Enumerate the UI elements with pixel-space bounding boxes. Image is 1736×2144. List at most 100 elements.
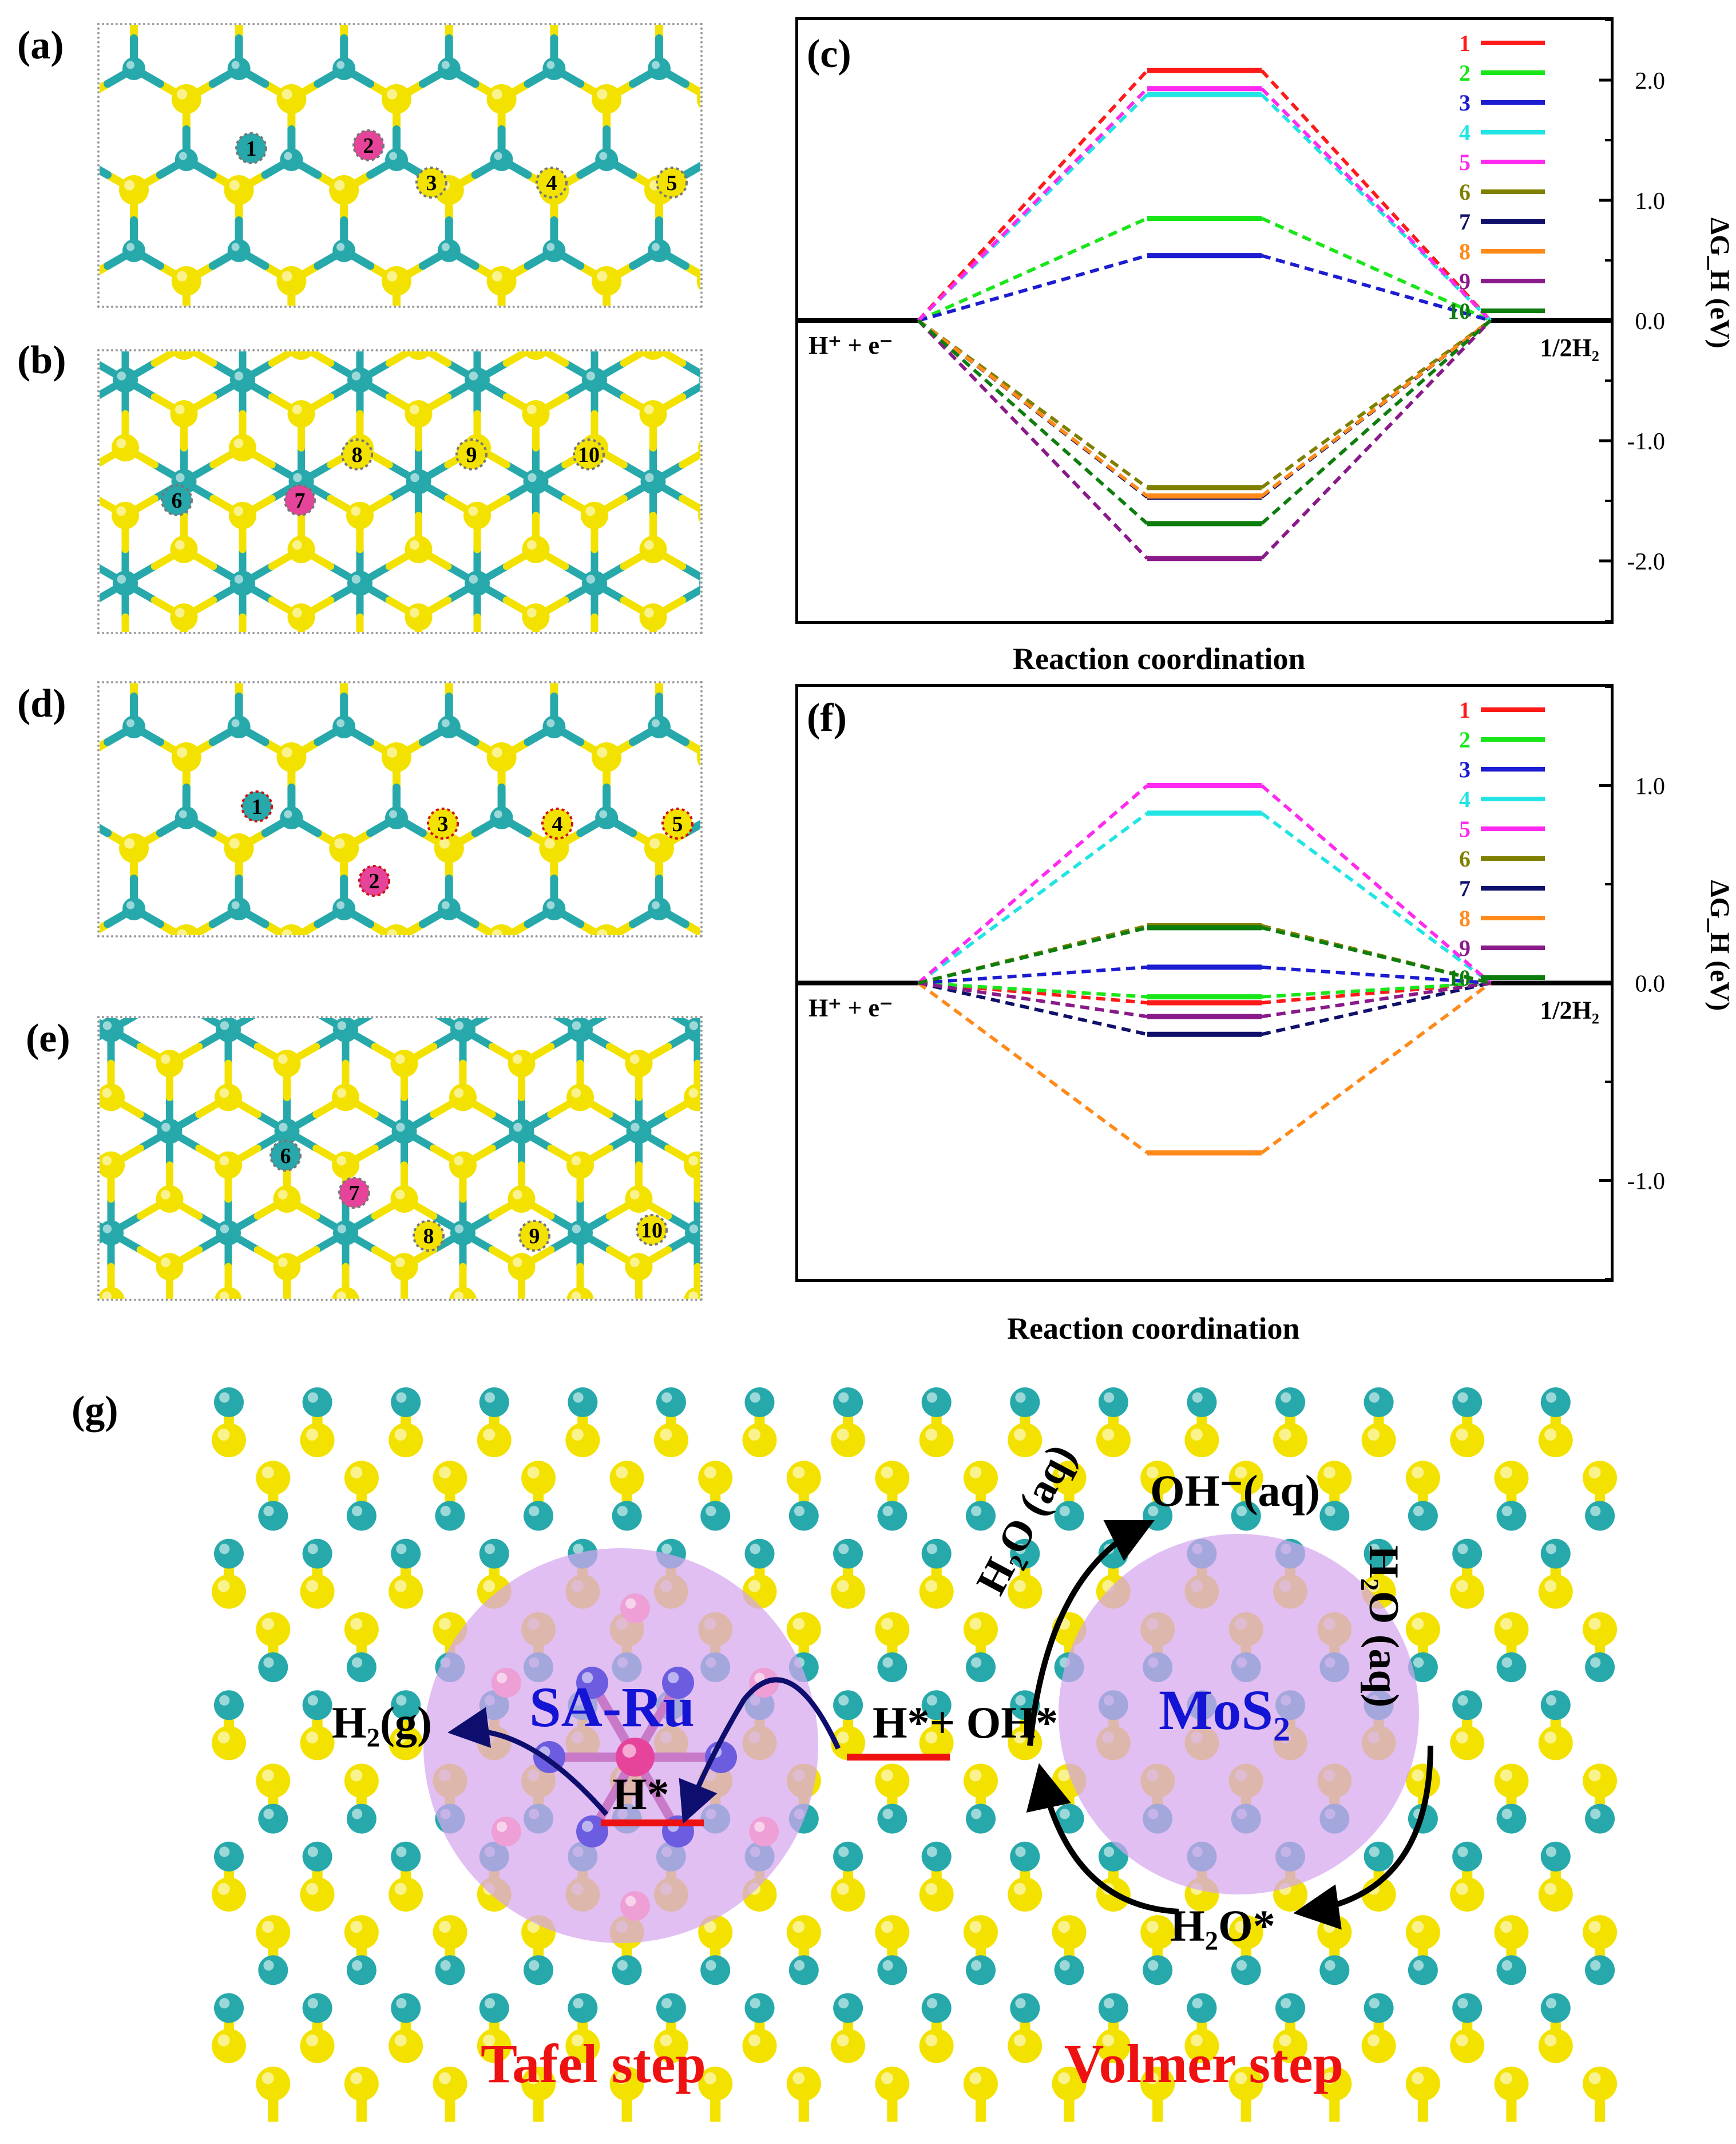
molybdenum-atom — [1408, 1652, 1438, 1683]
structure-a-svg: 1 2 3 4 5 — [100, 25, 700, 306]
series-3 — [918, 964, 1491, 985]
molybdenum-atom — [1585, 1652, 1615, 1683]
sulfur-atom — [1008, 1574, 1043, 1609]
molybdenum-atom — [230, 367, 255, 393]
series-1-rise — [917, 69, 1149, 322]
molybdenum-atom — [1231, 1955, 1261, 1985]
bond — [620, 351, 652, 367]
sulfur-atom — [696, 89, 700, 109]
sulfur-atom — [382, 924, 411, 935]
bond — [681, 161, 700, 179]
molybdenum-atom — [1452, 1538, 1483, 1569]
panel-label-c: (c) — [807, 32, 851, 76]
molybdenum-atom — [833, 1993, 863, 2023]
sulfur-atom — [390, 1050, 418, 1078]
bond — [679, 359, 700, 378]
sulfur-atom — [875, 1915, 910, 1950]
sulfur-atom — [381, 266, 411, 296]
sulfur-atom — [389, 1877, 423, 1912]
sulfur-atom — [1494, 1763, 1529, 1798]
sulfur-atom — [119, 833, 149, 863]
site-label: 4 — [546, 171, 557, 195]
sulfur-atom — [508, 1253, 536, 1281]
sulfur-atom — [919, 1423, 954, 1458]
site-marker-10: 10 — [636, 1214, 668, 1246]
molybdenum-atom — [744, 1387, 775, 1417]
ru-shell-atom — [620, 1891, 650, 1921]
sulfur-atom — [963, 1612, 998, 1647]
sulfur-atom — [1052, 1461, 1087, 1496]
sulfur-atom — [287, 400, 315, 428]
molybdenum-atom — [1540, 1993, 1571, 2023]
sa-ru-label: SA-Ru — [529, 1675, 695, 1739]
sulfur-atom — [434, 833, 464, 863]
series-9-rise — [917, 319, 1149, 560]
sulfur-atom — [566, 1083, 594, 1111]
sulfur-atom — [288, 351, 314, 360]
sulfur-atom — [277, 924, 306, 935]
molybdenum-atom — [921, 1690, 952, 1720]
sulfur-atom — [522, 400, 550, 428]
molybdenum-atom — [479, 1993, 509, 2023]
molybdenum-atom — [640, 469, 666, 495]
start-state-label: H⁺ + e⁻ — [808, 331, 893, 359]
molybdenum-atom — [1540, 1690, 1571, 1720]
series-8-rise — [917, 982, 1148, 1154]
sulfur-atom — [508, 1050, 536, 1078]
sulfur-atom — [215, 1083, 242, 1111]
molybdenum-atom — [595, 148, 619, 171]
series-10-fall — [1261, 319, 1492, 525]
sulfur-atom — [276, 266, 307, 296]
bond — [681, 920, 700, 935]
bond — [185, 351, 217, 367]
sulfur-atom — [1317, 2066, 1352, 2101]
start-state-label: H⁺ + e⁻ — [808, 994, 893, 1022]
molybdenum-atom — [833, 1538, 863, 1569]
molybdenum-atom — [582, 367, 607, 393]
molybdenum-atom — [877, 1955, 907, 1985]
sulfur-atom — [625, 1185, 653, 1213]
sulfur-atom — [565, 1423, 600, 1458]
molybdenum-atom — [1452, 1993, 1483, 2023]
sulfur-atom — [625, 1050, 653, 1078]
sulfur-atom — [156, 1050, 184, 1078]
bond — [366, 920, 398, 935]
molybdenum-atom — [788, 1955, 819, 1985]
sulfur-atom — [963, 2066, 998, 2101]
molybdenum-atom — [1231, 1501, 1261, 1531]
molybdenum-atom — [1540, 1538, 1571, 1569]
sulfur-atom — [698, 2066, 733, 2101]
molybdenum-atom — [877, 1501, 907, 1531]
molybdenum-atom — [450, 1018, 475, 1042]
ylabel: ΔG_H (eV) — [1705, 217, 1735, 349]
sulfur-atom — [344, 1612, 379, 1647]
sulfur-atom — [640, 351, 666, 360]
molybdenum-atom — [524, 1501, 554, 1531]
sulfur-atom — [786, 2066, 821, 2101]
sulfur-atom — [786, 1612, 821, 1647]
series-9 — [918, 981, 1491, 1019]
legend-label-6: 6 — [1459, 179, 1471, 205]
site-label: 3 — [426, 171, 437, 195]
molybdenum-atom — [1496, 1652, 1527, 1683]
structure-panel-a: 1 2 3 4 5 — [97, 23, 703, 308]
series-6-fall — [1261, 319, 1492, 489]
bond — [537, 351, 569, 367]
series-4 — [917, 92, 1492, 322]
bond — [268, 351, 300, 367]
bond — [303, 351, 335, 367]
molybdenum-atom — [346, 1803, 376, 1834]
sulfur-atom — [539, 833, 569, 863]
h-star-label: H* — [612, 1769, 669, 1819]
series-4-rise — [917, 812, 1148, 984]
legend-label-6: 6 — [1459, 846, 1471, 872]
molybdenum-atom — [302, 1387, 332, 1417]
molybdenum-atom — [302, 1841, 332, 1872]
sulfur-atom — [1273, 1423, 1308, 1458]
sulfur-atom — [256, 1915, 291, 1950]
ru-neighbor-atom — [576, 1815, 608, 1848]
molybdenum-atom — [437, 239, 461, 262]
bond — [100, 920, 112, 933]
molybdenum-atom — [1187, 1993, 1217, 2023]
site-label: 2 — [363, 134, 374, 158]
